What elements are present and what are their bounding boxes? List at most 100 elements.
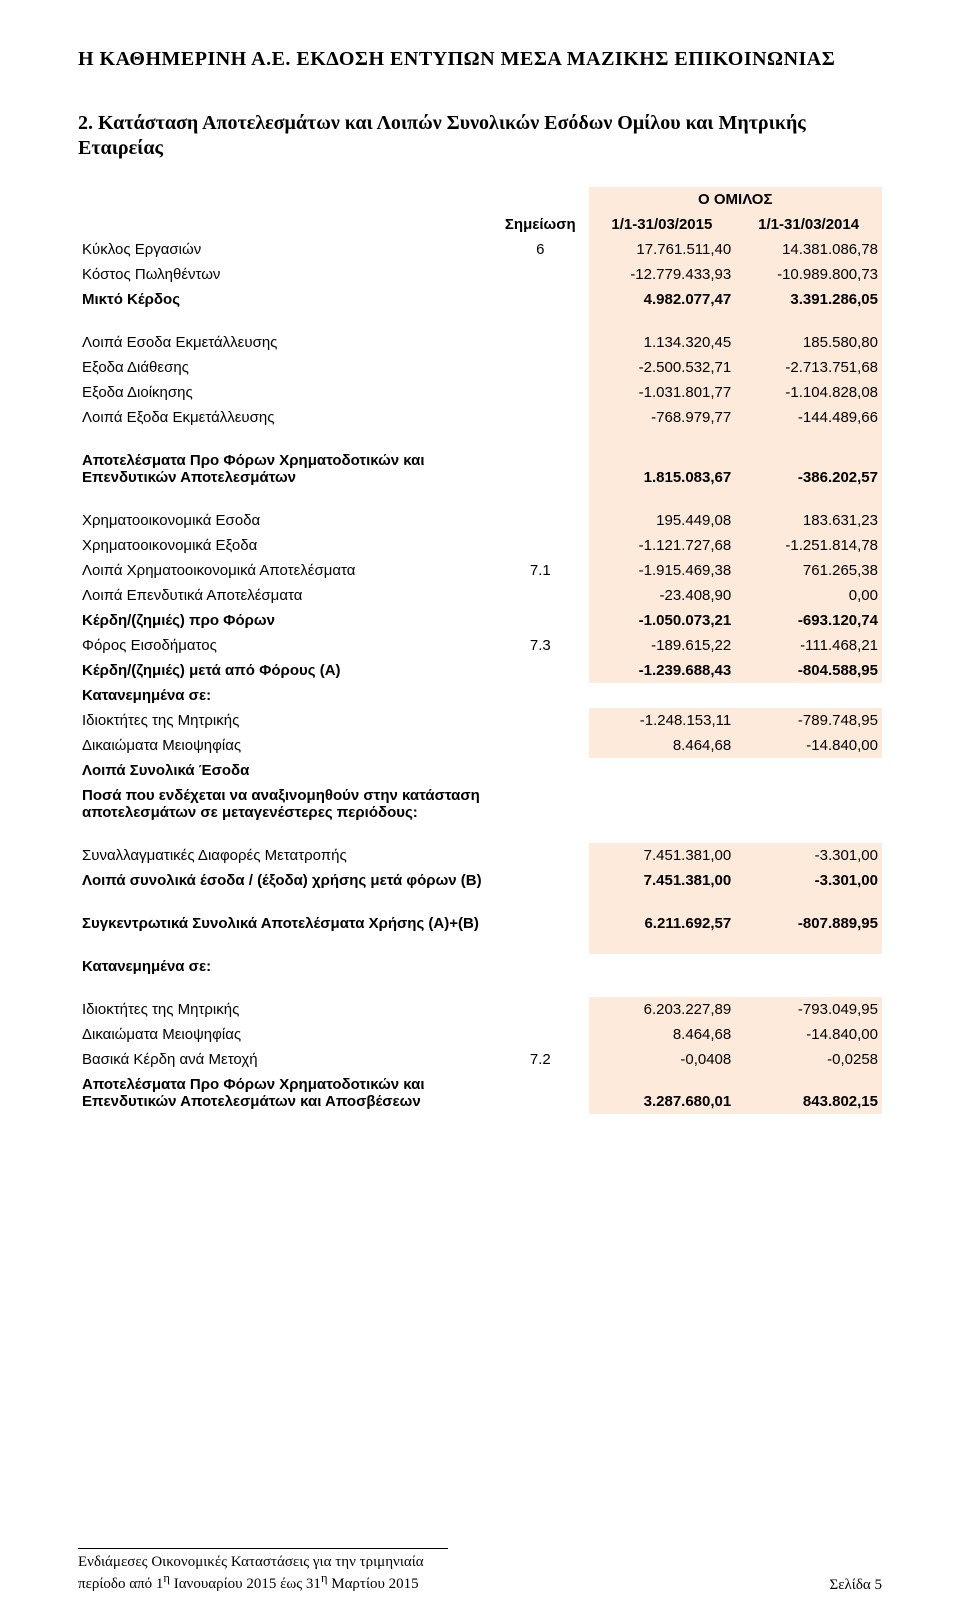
period-1-header: 1/1-31/03/2015 [589,212,736,237]
spacer-row [78,490,882,508]
row-value-2 [735,783,882,825]
row-value-2: -0,0258 [735,1047,882,1072]
row-value-2: -3.301,00 [735,843,882,868]
row-value-1 [589,783,736,825]
row-note: 7.3 [492,633,588,658]
row-value-1: 8.464,68 [589,733,736,758]
row-value-1: -768.979,77 [589,405,736,430]
row-note [492,843,588,868]
row-label: Λοιπά Επενδυτικά Αποτελέσματα [78,583,492,608]
row-label: Δικαιώματα Μειοψηφίας [78,733,492,758]
spacer-row [78,312,882,330]
row-note [492,508,588,533]
row-value-1: -12.779.433,93 [589,262,736,287]
row-value-2: -14.840,00 [735,1022,882,1047]
row-label: Συγκεντρωτικά Συνολικά Αποτελέσματα Χρήσ… [78,911,492,936]
row-label: Λοιπά Εξοδα Εκμετάλλευσης [78,405,492,430]
table-row: Αποτελέσματα Προ Φόρων Χρηματοδοτικών κα… [78,448,882,490]
row-value-1: 195.449,08 [589,508,736,533]
row-note [492,783,588,825]
row-value-2: 14.381.086,78 [735,237,882,262]
table-row: Ιδιοκτήτες της Μητρικής-1.248.153,11-789… [78,708,882,733]
row-value-1: 6.203.227,89 [589,997,736,1022]
row-value-2: -693.120,74 [735,608,882,633]
row-value-1: 1.815.083,67 [589,448,736,490]
table-row: Λοιπά Επενδυτικά Αποτελέσματα-23.408,900… [78,583,882,608]
spacer-row [78,936,882,954]
row-value-2 [735,683,882,708]
spacer-row [78,825,882,843]
table-row: Λοιπά Εσοδα Εκμετάλλευσης1.134.320,45185… [78,330,882,355]
row-value-2 [735,758,882,783]
spacer-row [78,430,882,448]
income-statement-table: Ο ΟΜΙΛΟΣ Σημείωση 1/1-31/03/2015 1/1-31/… [78,187,882,1114]
row-label: Αποτελέσματα Προ Φόρων Χρηματοδοτικών κα… [78,448,492,490]
row-value-1: 1.134.320,45 [589,330,736,355]
row-label: Εξοδα Διάθεσης [78,355,492,380]
row-label: Λοιπά Συνολικά Έσοδα [78,758,492,783]
row-note [492,608,588,633]
row-value-1: -1.050.073,21 [589,608,736,633]
row-value-1: 17.761.511,40 [589,237,736,262]
table-row: Ποσά που ενδέχεται να αναξινομηθούν στην… [78,783,882,825]
row-label: Κατανεμημένα σε: [78,683,492,708]
table-row: Εξοδα Διοίκησης-1.031.801,77-1.104.828,0… [78,380,882,405]
row-note [492,868,588,893]
row-value-1: 7.451.381,00 [589,843,736,868]
row-value-2: -10.989.800,73 [735,262,882,287]
row-value-2: 183.631,23 [735,508,882,533]
row-value-2: -3.301,00 [735,868,882,893]
row-note: 6 [492,237,588,262]
row-label: Λοιπά Χρηματοοικονομικά Αποτελέσματα [78,558,492,583]
row-value-1: 8.464,68 [589,1022,736,1047]
row-note [492,954,588,979]
row-value-2: 0,00 [735,583,882,608]
table-row: Λοιπά συνολικά έσοδα / (έξοδα) χρήσης με… [78,868,882,893]
row-value-2: -1.104.828,08 [735,380,882,405]
row-note [492,758,588,783]
row-value-2: -2.713.751,68 [735,355,882,380]
row-value-2: 843.802,15 [735,1072,882,1114]
table-row: Ιδιοκτήτες της Μητρικής6.203.227,89-793.… [78,997,882,1022]
row-note [492,911,588,936]
row-label: Κύκλος Εργασιών [78,237,492,262]
note-header: Σημείωση [492,212,588,237]
table-row: Κύκλος Εργασιών617.761.511,4014.381.086,… [78,237,882,262]
table-row: Λοιπά Εξοδα Εκμετάλλευσης-768.979,77-144… [78,405,882,430]
table-row: Εξοδα Διάθεσης-2.500.532,71-2.713.751,68 [78,355,882,380]
spacer-row [78,893,882,911]
row-label: Κέρδη/(ζημιές) μετά από Φόρους (Α) [78,658,492,683]
row-note [492,1072,588,1114]
row-label: Φόρος Εισοδήματος [78,633,492,658]
footer-line2: περίοδο από 1η Ιανουαρίου 2015 έως 31η Μ… [78,1571,424,1594]
table-row: Κέρδη/(ζημιές) μετά από Φόρους (Α)-1.239… [78,658,882,683]
row-note [492,708,588,733]
row-label: Κέρδη/(ζημιές) προ Φόρων [78,608,492,633]
row-value-1 [589,683,736,708]
table-row: Αποτελέσματα Προ Φόρων Χρηματοδοτικών κα… [78,1072,882,1114]
row-note [492,997,588,1022]
row-value-2: -14.840,00 [735,733,882,758]
row-note [492,262,588,287]
row-label: Λοιπά συνολικά έσοδα / (έξοδα) χρήσης με… [78,868,492,893]
table-row: Λοιπά Συνολικά Έσοδα [78,758,882,783]
row-value-2: -807.889,95 [735,911,882,936]
row-value-2: 185.580,80 [735,330,882,355]
row-note [492,733,588,758]
row-label: Χρηματοοικονομικά Εξοδα [78,533,492,558]
row-label: Ιδιοκτήτες της Μητρικής [78,708,492,733]
row-value-2: -111.468,21 [735,633,882,658]
table-row: Κατανεμημένα σε: [78,954,882,979]
row-label: Ιδιοκτήτες της Μητρικής [78,997,492,1022]
row-note: 7.2 [492,1047,588,1072]
row-value-1: 6.211.692,57 [589,911,736,936]
row-label: Δικαιώματα Μειοψηφίας [78,1022,492,1047]
row-label: Εξοδα Διοίκησης [78,380,492,405]
row-value-1 [589,954,736,979]
row-value-1: -1.121.727,68 [589,533,736,558]
row-value-2: -386.202,57 [735,448,882,490]
row-label: Αποτελέσματα Προ Φόρων Χρηματοδοτικών κα… [78,1072,492,1114]
row-note [492,405,588,430]
page-footer: Ενδιάμεσες Οικονομικές Καταστάσεις για τ… [78,1548,882,1595]
row-value-1: -1.915.469,38 [589,558,736,583]
